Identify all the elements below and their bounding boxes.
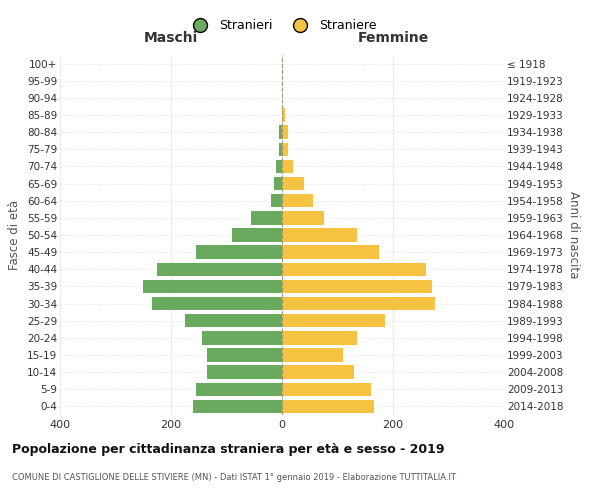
Bar	[196, 246, 282, 259]
Bar	[282, 142, 287, 156]
Bar	[274, 177, 282, 190]
Bar	[282, 228, 357, 241]
Bar	[282, 314, 385, 328]
Bar	[282, 348, 343, 362]
Bar	[282, 280, 432, 293]
Bar	[282, 108, 285, 122]
Bar	[202, 331, 282, 344]
Bar	[282, 211, 323, 224]
Y-axis label: Fasce di età: Fasce di età	[8, 200, 22, 270]
Bar	[152, 297, 282, 310]
Bar	[251, 211, 282, 224]
Text: Femmine: Femmine	[358, 30, 428, 44]
Bar	[185, 314, 282, 328]
Bar	[282, 262, 426, 276]
Bar	[143, 280, 282, 293]
Bar	[279, 126, 282, 139]
Bar	[282, 126, 287, 139]
Bar	[282, 297, 434, 310]
Bar	[282, 366, 354, 379]
Text: COMUNE DI CASTIGLIONE DELLE STIVIERE (MN) - Dati ISTAT 1° gennaio 2019 - Elabora: COMUNE DI CASTIGLIONE DELLE STIVIERE (MN…	[12, 472, 456, 482]
Bar	[207, 366, 282, 379]
Bar	[282, 177, 304, 190]
Bar	[157, 262, 282, 276]
Y-axis label: Anni di nascita: Anni di nascita	[567, 192, 580, 278]
Bar	[207, 348, 282, 362]
Bar	[193, 400, 282, 413]
Bar	[232, 228, 282, 241]
Bar	[271, 194, 282, 207]
Bar	[196, 382, 282, 396]
Bar	[279, 142, 282, 156]
Legend: Stranieri, Straniere: Stranieri, Straniere	[183, 14, 381, 38]
Bar	[282, 400, 374, 413]
Bar	[282, 246, 379, 259]
Bar	[282, 331, 357, 344]
Bar	[282, 194, 313, 207]
Bar	[277, 160, 282, 173]
Bar	[282, 160, 293, 173]
Bar	[282, 382, 371, 396]
Text: Maschi: Maschi	[144, 30, 198, 44]
Text: Popolazione per cittadinanza straniera per età e sesso - 2019: Popolazione per cittadinanza straniera p…	[12, 442, 445, 456]
